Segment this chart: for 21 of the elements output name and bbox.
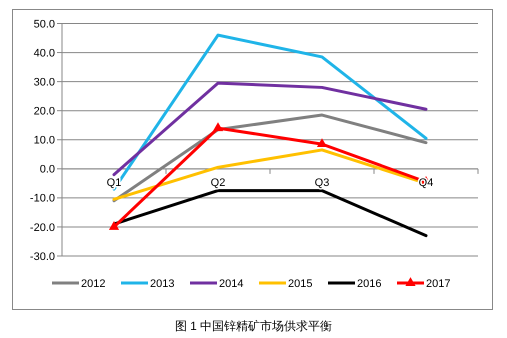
y-tick-label: 20.0: [34, 106, 55, 118]
y-tick-label: -20.0: [30, 222, 55, 234]
legend-label: 2017: [426, 278, 450, 290]
line-series: [112, 82, 428, 176]
y-tick-label: 10.0: [34, 134, 55, 147]
legend-label: 2013: [150, 278, 174, 290]
caption: 图 1 中国锌精矿市场供求平衡: [174, 319, 332, 333]
y-tick-label: -30.0: [30, 250, 55, 263]
y-tick-label: -10.0: [30, 192, 55, 205]
y-tick-label: 0.0: [40, 164, 55, 176]
legend-label: 2016: [357, 278, 382, 290]
y-tick-label: 50.0: [34, 18, 55, 30]
legend-label: 2012: [81, 278, 106, 290]
point: [212, 122, 224, 132]
x-tick-label: Q3: [314, 176, 330, 189]
point: [108, 221, 120, 230]
legend-label: 2015: [288, 278, 312, 290]
x-tick-label: Q2: [210, 176, 226, 189]
y-tick-label: 30.0: [34, 76, 55, 88]
legend-label: 2014: [219, 278, 244, 290]
y-tick-label: 40.0: [34, 47, 55, 60]
